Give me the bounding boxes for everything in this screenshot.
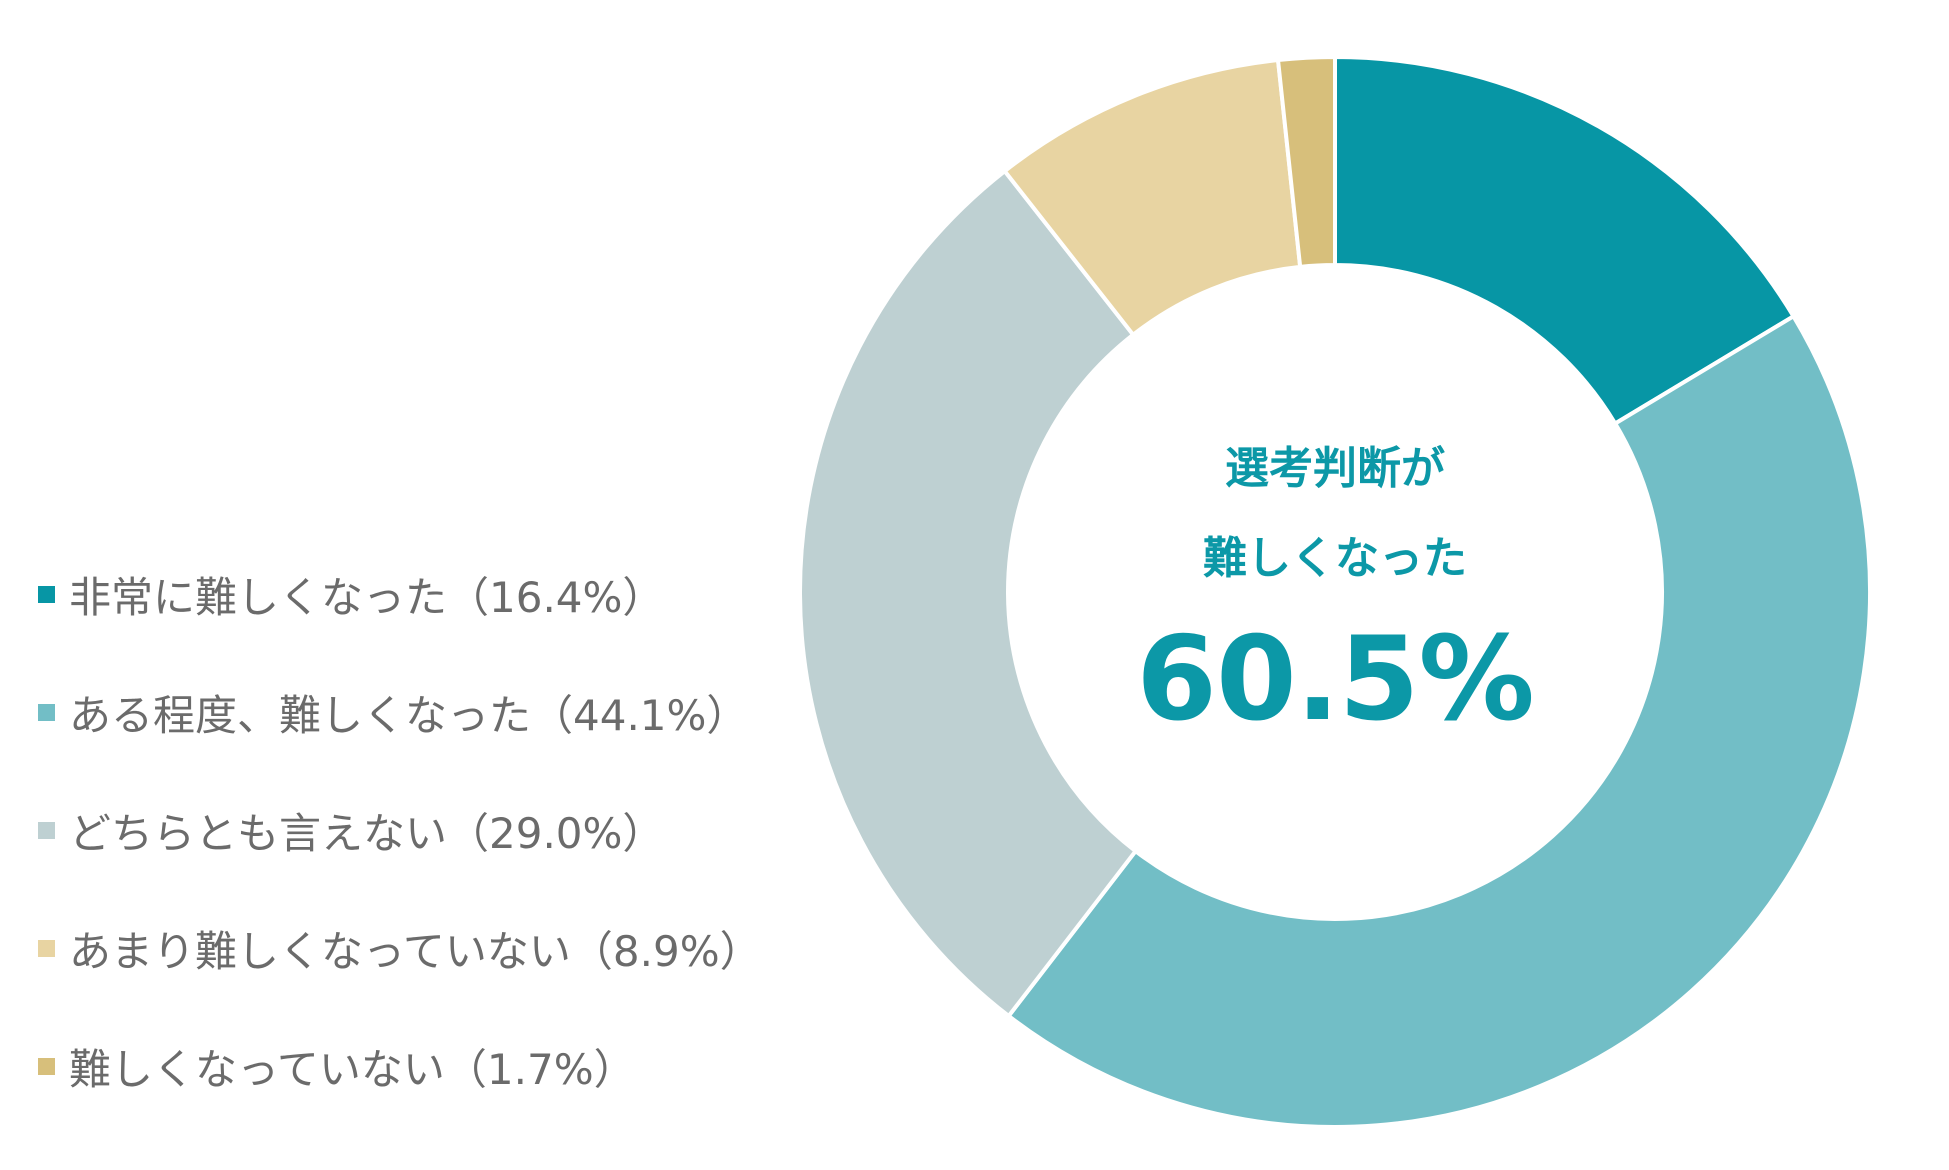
donut-svg xyxy=(798,54,1872,1129)
legend-label: ある程度、難しくなった（44.1%） xyxy=(69,690,749,740)
legend-swatch xyxy=(38,939,55,957)
center-text-line-2: 難しくなった xyxy=(1203,533,1467,584)
chart-legend: 非常に難しくなった（16.4%） ある程度、難しくなった（44.1%） どちらと… xyxy=(38,535,798,1125)
donut-area: 選考判断が 難しくなった 60.5% xyxy=(795,52,1875,1132)
legend-item: ある程度、難しくなった（44.1%） xyxy=(38,653,798,771)
legend-swatch xyxy=(38,703,55,721)
legend-swatch xyxy=(38,585,55,603)
legend-swatch xyxy=(38,1057,55,1075)
legend-label: 非常に難しくなった（16.4%） xyxy=(69,572,665,622)
pie-slice xyxy=(798,168,1139,1019)
legend-item: 難しくなっていない（1.7%） xyxy=(38,1007,798,1125)
legend-item: どちらとも言えない（29.0%） xyxy=(38,771,798,889)
center-text-line-1: 選考判断が xyxy=(1225,443,1445,494)
pie-slice xyxy=(1275,54,1337,270)
pie-slice xyxy=(1333,54,1797,427)
legend-item: 非常に難しくなった（16.4%） xyxy=(38,535,798,653)
legend-label: 難しくなっていない（1.7%） xyxy=(69,1044,636,1094)
legend-label: あまり難しくなっていない（8.9%） xyxy=(69,926,762,976)
center-value: 60.5% xyxy=(1136,612,1534,747)
legend-item: あまり難しくなっていない（8.9%） xyxy=(38,889,798,1007)
legend-label: どちらとも言えない（29.0%） xyxy=(69,808,665,858)
pie-slice xyxy=(1005,313,1872,1129)
legend-swatch xyxy=(38,821,55,839)
